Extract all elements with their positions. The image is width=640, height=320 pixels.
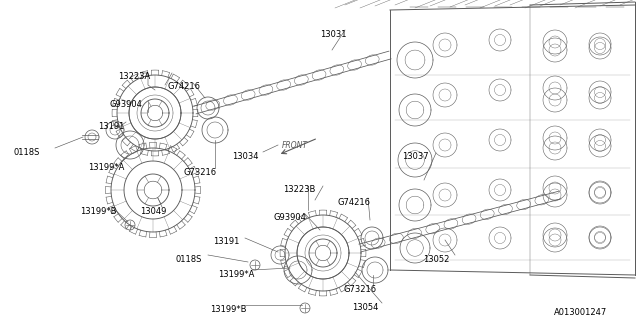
Text: 13037: 13037 xyxy=(402,152,429,161)
Text: G74216: G74216 xyxy=(338,198,371,207)
Text: 13054: 13054 xyxy=(352,303,378,312)
Text: 0118S: 0118S xyxy=(14,148,40,157)
Text: 13223A: 13223A xyxy=(118,72,150,81)
Text: 13199*B: 13199*B xyxy=(80,207,116,216)
Text: 13049: 13049 xyxy=(140,207,166,216)
Text: G74216: G74216 xyxy=(168,82,201,91)
Text: A013001247: A013001247 xyxy=(554,308,607,317)
Text: G93904: G93904 xyxy=(273,213,306,222)
Text: 13191: 13191 xyxy=(98,122,124,131)
Text: 13031: 13031 xyxy=(320,30,346,39)
Text: G93904: G93904 xyxy=(110,100,143,109)
Text: 13191: 13191 xyxy=(213,237,239,246)
Text: G73216: G73216 xyxy=(183,168,216,177)
Text: 13199*A: 13199*A xyxy=(218,270,254,279)
Text: FRONT: FRONT xyxy=(282,141,308,150)
Text: 13223B: 13223B xyxy=(283,185,316,194)
Text: 0118S: 0118S xyxy=(176,255,202,264)
Text: 13199*B: 13199*B xyxy=(210,305,246,314)
Text: G73216: G73216 xyxy=(343,285,376,294)
Text: 13034: 13034 xyxy=(232,152,259,161)
Text: 13052: 13052 xyxy=(423,255,449,264)
Text: 13199*A: 13199*A xyxy=(88,163,124,172)
